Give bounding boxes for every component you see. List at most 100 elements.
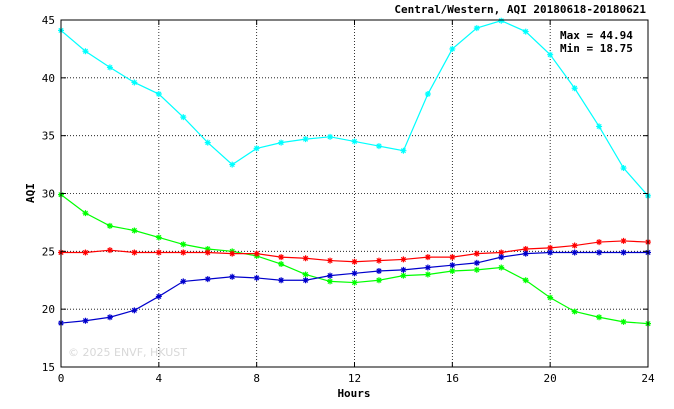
x-tick-label: 4: [156, 372, 163, 385]
series-2-point: [400, 272, 407, 279]
series-4-point: [327, 272, 334, 279]
series-4-point: [498, 254, 505, 261]
series-3-point: [351, 258, 358, 265]
series-2-point: [351, 279, 358, 286]
series-3-point: [327, 257, 334, 264]
series-3-point: [522, 246, 529, 253]
series-2-point: [131, 227, 138, 234]
series-1-point: [473, 25, 480, 32]
series-2-point: [424, 271, 431, 278]
series-1-point: [571, 85, 578, 92]
series-4-point: [82, 317, 89, 324]
x-tick-label: 16: [446, 372, 459, 385]
series-1-point: [302, 136, 309, 143]
series-3-point: [106, 247, 113, 254]
x-tick-label: 20: [544, 372, 557, 385]
series-1-point: [131, 79, 138, 86]
series-1-point: [106, 64, 113, 71]
series-3-point: [424, 254, 431, 261]
series-3-point: [596, 239, 603, 246]
series-2-point: [302, 271, 309, 278]
series-3-point: [253, 250, 260, 257]
series-1-point: [204, 139, 211, 146]
series-4-point: [571, 249, 578, 256]
series-1-point: [82, 48, 89, 55]
series-3-point: [449, 254, 456, 261]
series-4-point: [547, 249, 554, 256]
x-tick-label: 8: [253, 372, 260, 385]
series-4-point: [131, 307, 138, 314]
series-4-point: [229, 273, 236, 280]
series-3-point: [400, 256, 407, 263]
y-tick-label: 40: [42, 72, 55, 85]
series-3-point: [302, 255, 309, 262]
series-3-point: [229, 250, 236, 257]
series-4-point: [596, 249, 603, 256]
series-3-point: [547, 244, 554, 251]
series-2-point: [180, 241, 187, 248]
series-2-point: [82, 210, 89, 217]
series-1-point: [229, 161, 236, 168]
series-4-point: [106, 314, 113, 321]
series-2-point: [522, 277, 529, 284]
watermark: © 2025 ENVF, HKUST: [68, 346, 187, 359]
series-2-point: [375, 277, 382, 284]
series-3-point: [473, 250, 480, 257]
series-4-point: [204, 276, 211, 283]
y-tick-label: 45: [42, 14, 55, 27]
y-tick-label: 35: [42, 130, 55, 143]
series-4-point: [253, 274, 260, 281]
series-1-point: [180, 114, 187, 121]
series-3-point: [278, 254, 285, 261]
series-4-point: [400, 266, 407, 273]
series-3-point: [498, 249, 505, 256]
series-2-point: [155, 234, 162, 241]
x-tick-label: 24: [641, 372, 655, 385]
series-2-point: [571, 308, 578, 315]
series-4-point: [351, 270, 358, 277]
series-2-point: [327, 278, 334, 285]
y-axis-label: AQI: [24, 183, 37, 203]
x-tick-label: 0: [58, 372, 65, 385]
x-axis-ticks: 0 4 8 12 16 20 24: [58, 20, 655, 385]
series-1-point: [449, 45, 456, 52]
grid-lines: [61, 20, 648, 367]
series-4-point: [155, 293, 162, 300]
series-3-point: [131, 249, 138, 256]
series-1-point: [596, 123, 603, 130]
series-4-point: [278, 277, 285, 284]
series-2-point: [547, 294, 554, 301]
min-value-label: Min = 18.75: [560, 42, 633, 55]
series-points: [58, 17, 651, 327]
series-1-point: [424, 91, 431, 98]
series-3-point: [204, 249, 211, 256]
max-value-label: Max = 44.94: [560, 29, 633, 42]
series-1-point: [351, 138, 358, 145]
series-2-point: [106, 222, 113, 229]
series-2-point: [204, 246, 211, 253]
series-4-point: [522, 250, 529, 257]
series-3-point: [620, 237, 627, 244]
series-3-point: [180, 249, 187, 256]
x-axis-label: Hours: [337, 387, 370, 400]
series-3-point: [155, 249, 162, 256]
series-2-point: [620, 318, 627, 325]
series-4-point: [180, 278, 187, 285]
series-2-point: [449, 267, 456, 274]
series-4-point: [620, 249, 627, 256]
y-tick-label: 20: [42, 303, 55, 316]
series-1-point: [155, 91, 162, 98]
series-1-point: [498, 17, 505, 24]
series-1-point: [278, 139, 285, 146]
series-1-point: [547, 51, 554, 58]
series-1-point: [400, 147, 407, 154]
series-2-point: [498, 264, 505, 271]
series-3-point: [571, 242, 578, 249]
series-3-point: [375, 257, 382, 264]
series-3-point: [82, 249, 89, 256]
series-4-point: [424, 264, 431, 271]
x-tick-label: 12: [348, 372, 361, 385]
series-4-point: [302, 277, 309, 284]
series-2-point: [278, 261, 285, 268]
